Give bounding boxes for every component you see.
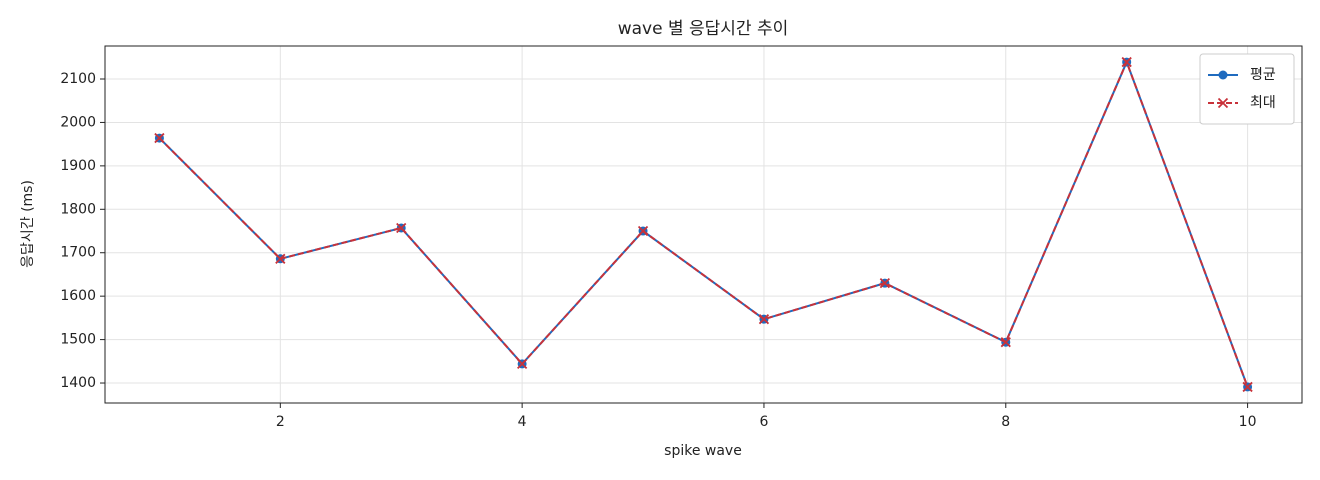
y-tick-label: 1700 bbox=[60, 245, 96, 261]
x-tick-label: 2 bbox=[276, 414, 285, 430]
chart-title: wave 별 응답시간 추이 bbox=[618, 19, 789, 39]
y-axis-label: 응답시간 (ms) bbox=[20, 180, 36, 268]
y-tick-label: 2000 bbox=[60, 114, 96, 130]
data-point bbox=[637, 225, 649, 237]
plot-frame bbox=[104, 45, 1303, 404]
data-point bbox=[275, 253, 286, 264]
data-point bbox=[396, 222, 407, 234]
y-tick-label: 1600 bbox=[60, 288, 96, 304]
x-axis-label: spike wave bbox=[664, 443, 742, 459]
legend-label: 최대 bbox=[1250, 95, 1276, 111]
series-line bbox=[158, 59, 1249, 388]
data-point bbox=[758, 314, 770, 325]
legend-label: 평균 bbox=[1250, 67, 1276, 83]
y-tick-label: 1500 bbox=[60, 332, 96, 348]
data-point bbox=[879, 277, 891, 289]
data-point bbox=[516, 358, 528, 370]
x-tick-label: 10 bbox=[1239, 414, 1257, 430]
data-point bbox=[1242, 381, 1253, 393]
legend-marker bbox=[1217, 97, 1229, 109]
y-tick-label: 1800 bbox=[60, 201, 96, 217]
data-point bbox=[154, 132, 165, 144]
data-point bbox=[1000, 337, 1011, 348]
legend-box bbox=[1199, 53, 1295, 125]
y-tick-label: 1900 bbox=[60, 158, 96, 174]
series-line bbox=[158, 59, 1249, 388]
y-tick-label: 2100 bbox=[60, 71, 96, 87]
data-point bbox=[1121, 56, 1132, 68]
x-tick-label: 4 bbox=[518, 414, 527, 430]
legend-marker bbox=[1218, 70, 1228, 80]
y-tick-label: 1400 bbox=[60, 375, 96, 391]
x-tick-label: 8 bbox=[1001, 414, 1010, 430]
x-tick-label: 6 bbox=[759, 414, 768, 430]
